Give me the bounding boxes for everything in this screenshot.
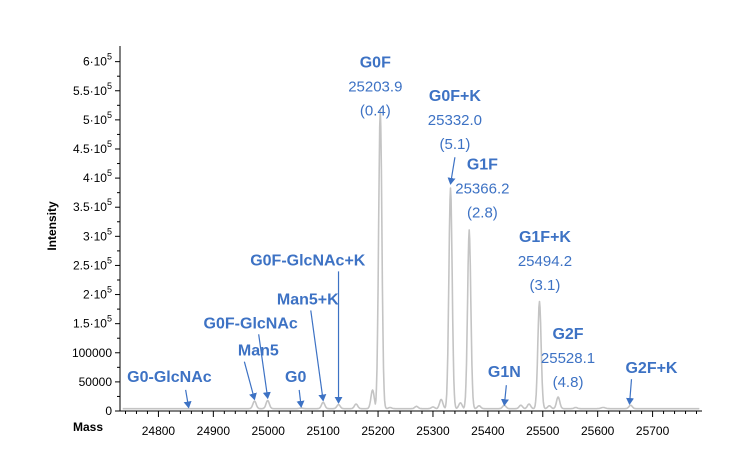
annotation-g0f-glcnac: G0F-GlcNAc <box>204 315 298 400</box>
annotation-detail: 25494.2 <box>518 253 572 270</box>
annotation-label: G0F+K <box>429 88 481 105</box>
y-tick-label: 4.5·105 <box>73 139 112 156</box>
annotation-g1n: G1N <box>488 364 521 407</box>
annotation-detail: (2.8) <box>467 204 498 221</box>
annotation-g1f: G1F 25366.2 (2.8) <box>455 156 509 221</box>
annotation-label: G0 <box>285 369 306 386</box>
annotation-label: G1F <box>467 156 498 173</box>
annotation-man5: Man5 <box>238 343 279 401</box>
annotation-label: G0F <box>360 54 391 71</box>
annotation-g0f: G0F 25203.9 (0.4) <box>348 54 402 119</box>
x-tick-label: 24800 <box>142 424 176 438</box>
x-tick-label: 25700 <box>636 424 670 438</box>
annotation-arrow <box>243 361 257 401</box>
y-tick-label: 5·105 <box>83 110 112 127</box>
y-axis-title: Intensity <box>45 201 59 251</box>
annotation-label: G1N <box>488 364 521 381</box>
x-tick-label: 24900 <box>197 424 231 438</box>
y-tick-label: 6·105 <box>83 52 112 69</box>
annotation-g0f-glcnac-k: G0F-GlcNAc+K <box>250 252 366 404</box>
annotation-arrow <box>258 334 271 400</box>
y-axis: 0 50000 100000 1.5·105 2·105 2.5·105 3·105 3.5·… <box>72 46 121 418</box>
annotation-detail: (0.4) <box>360 102 391 119</box>
annotation-detail: 25332.0 <box>428 112 482 129</box>
x-tick-label: 25200 <box>361 424 395 438</box>
y-tick-label: 2·105 <box>83 285 112 302</box>
y-tick-label: 2.5·105 <box>73 255 112 272</box>
annotation-detail: (4.8) <box>553 374 584 391</box>
annotation-label: G0F-GlcNAc+K <box>250 252 366 269</box>
y-tick-label: 100000 <box>72 346 112 360</box>
y-tick-label: 50000 <box>79 375 113 389</box>
x-tick-label: 25300 <box>416 424 450 438</box>
annotation-label: G2F <box>552 326 583 343</box>
peak-annotations: G0-GlcNAc Man5 G0F-GlcNAc G0 Man5+K G0F-GlcNA… <box>127 54 678 409</box>
y-tick-label: 3.5·105 <box>73 197 112 214</box>
annotation-g0-glcnac: G0-GlcNAc <box>127 369 212 409</box>
annotation-arrow <box>296 389 305 408</box>
annotation-g2f-k: G2F+K <box>625 360 678 406</box>
annotation-man5-k: Man5+K <box>277 291 339 402</box>
annotation-label: Man5+K <box>277 291 339 308</box>
annotation-g1f-k: G1F+K 25494.2 (3.1) <box>518 229 572 294</box>
annotation-label: G0F-GlcNAc <box>204 315 298 332</box>
x-tick-label: 25600 <box>581 424 615 438</box>
annotation-detail: 25203.9 <box>348 78 402 95</box>
annotation-arrow <box>183 389 192 409</box>
annotation-g2f: G2F 25528.1 (4.8) <box>541 326 595 391</box>
annotation-g0f-k: G0F+K 25332.0 (5.1) <box>428 88 482 185</box>
x-tick-label: 25500 <box>526 424 560 438</box>
y-tick-label: 0 <box>105 404 112 418</box>
x-axis: 24800 24900 25000 25100 25200 25300 25400 25500… <box>120 410 702 438</box>
spectrum-line <box>122 109 700 410</box>
annotation-arrow <box>500 385 509 407</box>
annotation-arrow <box>310 310 327 402</box>
annotation-arrow <box>626 379 634 406</box>
x-tick-label: 25100 <box>306 424 340 438</box>
x-axis-title: Mass <box>73 420 103 434</box>
y-tick-label: 1.5·105 <box>73 314 112 331</box>
annotation-g0: G0 <box>285 369 306 408</box>
y-tick-label: 4·105 <box>83 168 112 185</box>
x-tick-label: 25000 <box>252 424 286 438</box>
annotation-label: G0-GlcNAc <box>127 369 212 386</box>
annotation-label: Man5 <box>238 343 279 360</box>
annotation-detail: 25366.2 <box>455 180 509 197</box>
y-tick-label: 5.5·105 <box>73 81 112 98</box>
y-tick-label: 3·105 <box>83 226 112 243</box>
annotation-label: G1F+K <box>519 229 571 246</box>
annotation-detail: 25528.1 <box>541 350 595 367</box>
annotation-arrow <box>447 157 456 185</box>
x-tick-label: 25400 <box>471 424 505 438</box>
annotation-detail: (3.1) <box>530 277 561 294</box>
annotation-label: G2F+K <box>625 360 677 377</box>
annotation-detail: (5.1) <box>440 136 471 153</box>
